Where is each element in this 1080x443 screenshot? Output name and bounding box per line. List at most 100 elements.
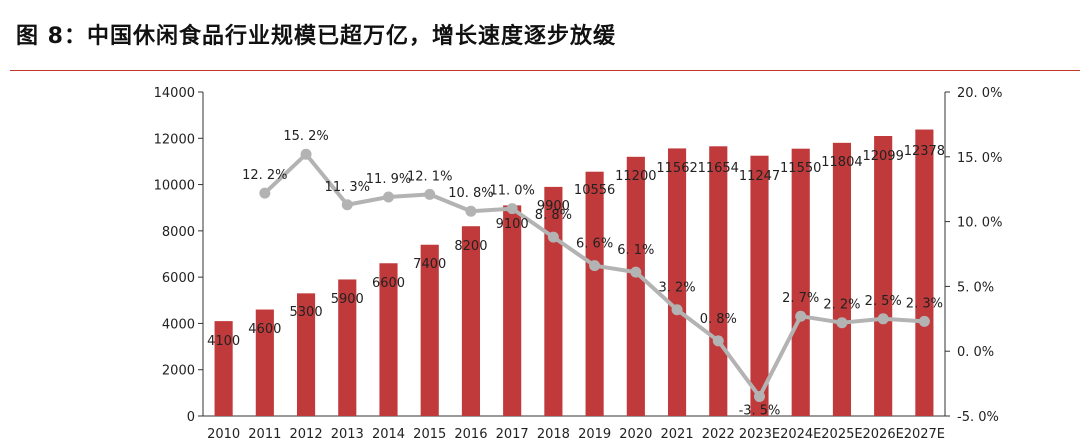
right-tick-label: -5. 0% xyxy=(957,410,999,425)
bar xyxy=(750,155,769,416)
left-tick-label: 10000 xyxy=(154,179,195,194)
x-tick-label: 2018 xyxy=(537,427,570,442)
growth-point xyxy=(383,191,394,203)
bar xyxy=(255,309,274,416)
bars-layer xyxy=(214,129,934,417)
right-tick-label: 5. 0% xyxy=(957,280,994,295)
growth-point xyxy=(589,260,601,272)
growth-value-label: 2. 5% xyxy=(865,294,902,309)
growth-point xyxy=(918,315,930,327)
left-tick-label: 6000 xyxy=(162,271,195,286)
growth-value-label: 2. 3% xyxy=(906,296,943,311)
x-tick-label: 2023E xyxy=(739,427,780,442)
bar xyxy=(503,205,522,416)
x-tick-label: 2024E xyxy=(780,427,821,442)
bar xyxy=(709,146,728,416)
bar-value-label: 12099 xyxy=(862,149,903,164)
growth-point xyxy=(712,335,724,347)
bar xyxy=(585,171,604,416)
bar xyxy=(832,142,852,416)
x-tick-label: 2014 xyxy=(372,427,405,442)
bar-value-label: 10556 xyxy=(574,183,615,198)
left-tick-label: 14000 xyxy=(154,86,195,101)
x-tick-label: 2012 xyxy=(290,427,323,442)
x-tick-label: 2020 xyxy=(619,427,652,442)
bar-value-label: 6600 xyxy=(372,276,405,291)
growth-value-label: 11. 3% xyxy=(325,180,370,195)
growth-point xyxy=(465,205,477,217)
left-tick-label: 12000 xyxy=(154,132,195,147)
bar-value-label: 11550 xyxy=(780,161,821,176)
bar xyxy=(420,244,439,416)
growth-value-label: 10. 8% xyxy=(448,186,493,201)
growth-point xyxy=(259,187,271,199)
bar xyxy=(667,148,687,416)
growth-value-label: 11. 9% xyxy=(366,172,411,187)
bar xyxy=(338,279,357,416)
growth-point xyxy=(754,391,765,403)
left-tick-label: 0 xyxy=(187,410,195,425)
x-tick-label: 2019 xyxy=(578,427,611,442)
growth-point xyxy=(506,203,518,215)
right-tick-label: 15. 0% xyxy=(957,151,1002,166)
growth-value-label: 0. 8% xyxy=(700,312,737,327)
growth-value-label: 8. 8% xyxy=(535,208,572,223)
growth-point xyxy=(836,317,848,329)
left-tick-label: 4000 xyxy=(162,317,195,332)
axes-layer: 0 2000 4000 6000 8000 10000 12000 14000 -5. 0% 0.… xyxy=(154,86,1003,442)
right-tick-label: 20. 0% xyxy=(957,86,1002,101)
x-tick-label: 2013 xyxy=(331,427,364,442)
growth-point xyxy=(671,304,683,316)
x-tick-label: 2017 xyxy=(496,427,529,442)
bar-value-label: 4600 xyxy=(248,322,281,337)
growth-value-label: 2. 7% xyxy=(782,291,819,306)
bar xyxy=(461,226,481,416)
x-tick-label: 2026E xyxy=(863,427,904,442)
growth-line-layer xyxy=(259,148,930,403)
bar-value-label: 12378 xyxy=(904,144,945,159)
labels-layer: 4100 4600 5300 5900 6600 7400 8200 9100 9900 1055… xyxy=(207,129,945,418)
bar-value-label: 11654 xyxy=(698,161,739,176)
bar xyxy=(544,186,563,416)
bar-value-label: 8200 xyxy=(454,239,487,254)
x-tick-label: 2015 xyxy=(413,427,446,442)
bar-value-label: 9100 xyxy=(496,217,529,232)
growth-value-label: 12. 1% xyxy=(407,169,452,184)
chart-title: 图 8：中国休闲食品行业规模已超万亿，增长速度逐步放缓 xyxy=(16,24,616,49)
x-tick-label: 2011 xyxy=(248,427,281,442)
left-tick-label: 8000 xyxy=(162,225,195,240)
bar xyxy=(214,321,233,416)
bar xyxy=(296,293,316,416)
growth-point xyxy=(630,266,642,278)
growth-point xyxy=(341,199,353,211)
growth-value-label: -3. 5% xyxy=(739,404,781,419)
right-tick-label: 0. 0% xyxy=(957,345,994,360)
bar xyxy=(379,263,398,416)
x-tick-label: 2027E xyxy=(904,427,945,442)
bar-value-label: 11200 xyxy=(615,169,656,184)
title-divider xyxy=(10,70,1080,71)
growth-point xyxy=(877,313,889,325)
x-tick-label: 2022 xyxy=(702,427,735,442)
growth-value-label: 6. 1% xyxy=(617,243,654,258)
growth-point xyxy=(300,148,312,160)
x-tick-label: 2010 xyxy=(207,427,240,442)
bar-value-label: 5300 xyxy=(290,305,323,320)
growth-point xyxy=(547,231,559,243)
bar xyxy=(874,135,893,416)
growth-value-label: 2. 2% xyxy=(823,298,860,313)
growth-value-label: 15. 2% xyxy=(283,129,328,144)
bar-value-label: 11804 xyxy=(821,155,862,170)
bar xyxy=(791,148,810,416)
growth-value-label: 6. 6% xyxy=(576,237,613,252)
bar-value-label: 7400 xyxy=(413,257,446,272)
growth-point xyxy=(424,188,436,200)
bar-value-label: 11562 xyxy=(656,161,697,176)
bar-value-label: 4100 xyxy=(207,334,240,349)
bar-value-label: 9900 xyxy=(537,199,570,214)
bar xyxy=(626,156,645,417)
bar-value-label: 5900 xyxy=(331,292,364,307)
bar-value-label: 11247 xyxy=(739,169,780,184)
growth-point xyxy=(795,310,807,322)
